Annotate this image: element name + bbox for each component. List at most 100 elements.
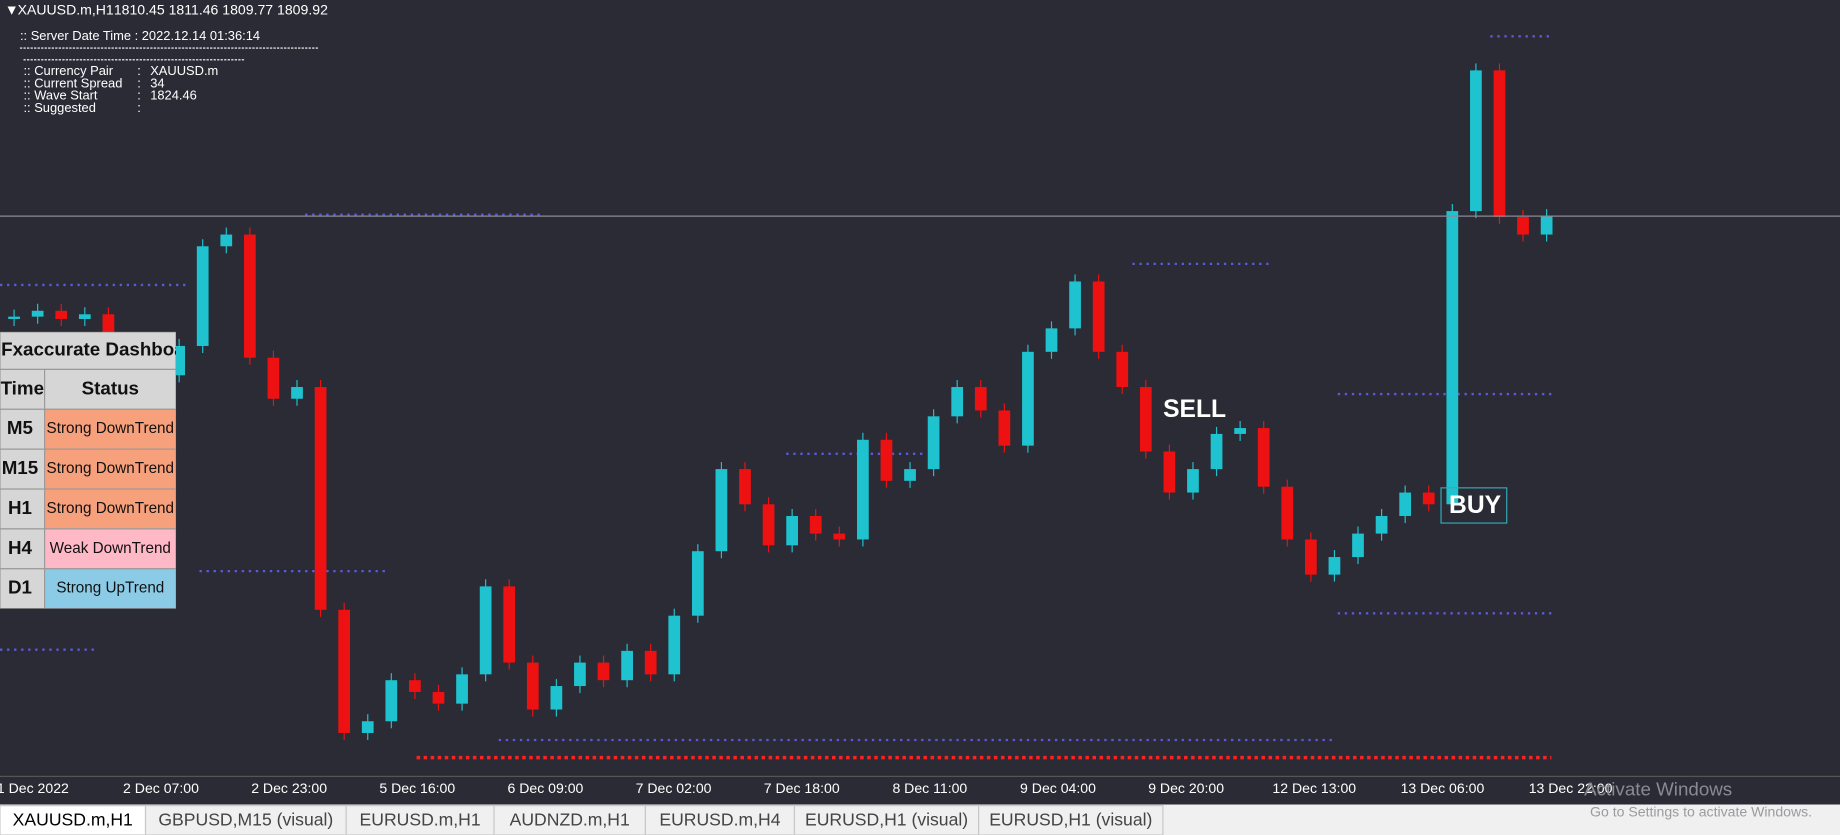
- tab[interactable]: EURUSD,H1 (visual): [978, 805, 1164, 835]
- candle-body: [1446, 211, 1459, 505]
- tab-label[interactable]: EURUSD.m,H4: [659, 810, 780, 830]
- candle-body: [1257, 428, 1270, 487]
- candle-body: [1304, 539, 1317, 575]
- tab[interactable]: EURUSD,H1 (visual): [793, 805, 980, 835]
- candle-body: [786, 516, 799, 546]
- candle-body: [31, 310, 44, 317]
- tab-label[interactable]: EURUSD,H1 (visual): [989, 810, 1152, 830]
- candle-body: [880, 439, 893, 481]
- candle-body: [1540, 216, 1553, 235]
- tab[interactable]: GBPUSD,M15 (visual): [144, 805, 347, 835]
- candle-body: [1163, 451, 1176, 493]
- candle-body: [833, 533, 846, 540]
- info-label: :: Current Spread: [23, 75, 122, 90]
- candle-body: [1116, 351, 1129, 388]
- status-cell: [44, 568, 177, 609]
- info-colon: :: [137, 100, 141, 115]
- candle-body: [974, 387, 987, 411]
- time-cell: [0, 488, 46, 530]
- info-panel: :: Currency Pair: XAUUSD.m:: Current Spre…: [23, 63, 218, 115]
- info-colon: :: [137, 88, 141, 103]
- candle-body: [597, 662, 610, 681]
- candle-body: [432, 691, 445, 704]
- candle-body: [1352, 533, 1364, 558]
- info-label: :: Currency Pair: [23, 63, 113, 78]
- candle-body: [78, 314, 91, 319]
- x-tick-label: 6 Dec 09:00: [507, 780, 583, 796]
- candle-body: [691, 551, 704, 616]
- watermark-subtitle: Go to Settings to activate Windows.: [1590, 803, 1812, 819]
- tab[interactable]: AUDNZD.m,H1: [493, 805, 646, 835]
- tab-label[interactable]: GBPUSD,M15 (visual): [158, 810, 333, 830]
- tab[interactable]: XAUUSD.m,H1: [0, 805, 147, 835]
- candle-body: [550, 686, 563, 710]
- tab-bg[interactable]: [793, 805, 980, 835]
- candle-body: [644, 650, 657, 675]
- candle-body: [361, 721, 374, 733]
- x-axis: 1 Dec 2022 2 Dec 07:00 2 Dec 23:00 5 Dec 16…: [0, 780, 1613, 796]
- tab-label[interactable]: EURUSD.m,H1: [360, 810, 481, 830]
- dashboard-title: Fxaccurate Dashboard: [1, 339, 203, 360]
- candle-body: [8, 316, 20, 319]
- candle-body: [55, 310, 68, 319]
- x-tick-label: 13 Dec 06:00: [1401, 780, 1485, 796]
- tab-bg[interactable]: [978, 805, 1164, 835]
- candle-body: [904, 469, 916, 481]
- candle-body: [314, 387, 327, 610]
- candle-body: [291, 387, 303, 399]
- tab-bg[interactable]: [493, 805, 646, 835]
- candle-body: [927, 416, 940, 470]
- tab[interactable]: EURUSD.m,H4: [644, 805, 796, 835]
- status-text: Strong DownTrend: [47, 420, 174, 437]
- chart-header: ▼: [5, 1, 19, 17]
- info-value: 34: [150, 75, 164, 90]
- candle-body: [1069, 281, 1081, 329]
- watermark-title: Activate Windows: [1584, 778, 1732, 799]
- x-tick-label: 9 Dec 20:00: [1148, 780, 1224, 796]
- candle-body: [1470, 70, 1482, 212]
- tab-label[interactable]: AUDNZD.m,H1: [510, 810, 630, 830]
- candle-body: [621, 650, 633, 681]
- symbol-title: XAUUSD.m,H1: [18, 1, 114, 17]
- tab[interactable]: EURUSD.m,H1: [345, 805, 495, 835]
- candle-body: [526, 662, 539, 710]
- candle-body: [762, 504, 775, 546]
- candle-body: [1210, 433, 1223, 470]
- candle-body: [715, 469, 728, 552]
- tab-label[interactable]: XAUUSD.m,H1: [13, 810, 133, 830]
- dashboard: Fxaccurate Dashboard Time Status M5 Strong D…: [0, 331, 203, 609]
- indicator-levels: [0, 35, 1552, 760]
- candle-body: [1234, 428, 1246, 434]
- x-tick-label: 7 Dec 18:00: [764, 780, 840, 796]
- time-text: H4: [8, 537, 33, 558]
- candle-body: [220, 234, 233, 247]
- time-text: H1: [8, 497, 32, 518]
- status-cell: [44, 528, 177, 570]
- candle-body: [1517, 216, 1529, 235]
- candle-body: [409, 680, 421, 692]
- candle-body: [1022, 351, 1034, 446]
- candle-body: [668, 615, 681, 675]
- candle-body: [574, 662, 586, 687]
- x-tick-label: 9 Dec 04:00: [1020, 780, 1096, 796]
- candle-body: [998, 410, 1011, 446]
- header-text: Time: [1, 377, 44, 398]
- status-cell: [44, 488, 177, 530]
- candle-body: [1328, 557, 1341, 575]
- signal-label: SELL: [1163, 396, 1226, 423]
- header-text: Status: [82, 377, 139, 398]
- info-label: :: Suggested: [23, 100, 95, 115]
- time-text: D1: [8, 577, 32, 598]
- candle-body: [243, 234, 256, 358]
- tab-label[interactable]: EURUSD,H1 (visual): [805, 810, 968, 830]
- x-tick-label: 5 Dec 16:00: [379, 780, 455, 796]
- candle-body: [951, 387, 964, 417]
- status-text: Strong DownTrend: [47, 460, 174, 477]
- candle-body: [739, 469, 751, 505]
- tab-bg[interactable]: [144, 805, 347, 835]
- time-cell: [0, 528, 46, 570]
- candle-body: [1187, 469, 1199, 493]
- candle-body: [503, 586, 516, 663]
